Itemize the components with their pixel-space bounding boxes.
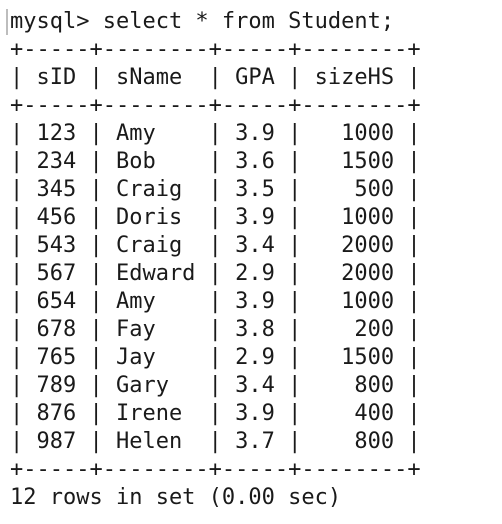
result-summary: 12 rows in set (0.00 sec) bbox=[10, 485, 342, 510]
table-row: | 765 | Jay | 2.9 | 1500 | bbox=[10, 345, 421, 370]
table-row: | 654 | Amy | 3.9 | 1000 | bbox=[10, 289, 421, 314]
table-border-bottom: +-----+--------+-----+--------+ bbox=[10, 457, 421, 482]
table-row: | 789 | Gary | 3.4 | 800 | bbox=[10, 373, 421, 398]
table-row: | 456 | Doris | 3.9 | 1000 | bbox=[10, 205, 421, 230]
mysql-prompt: mysql> bbox=[10, 9, 103, 34]
table-border-top: +-----+--------+-----+--------+ bbox=[10, 37, 421, 62]
table-row: | 123 | Amy | 3.9 | 1000 | bbox=[10, 121, 421, 146]
terminal-left-edge-marker bbox=[6, 9, 8, 35]
table-row: | 567 | Edward | 2.9 | 2000 | bbox=[10, 261, 421, 286]
command-line: mysql> select * from Student; bbox=[10, 8, 394, 36]
table-row: | 987 | Helen | 3.7 | 800 | bbox=[10, 429, 421, 454]
table-border-header: +-----+--------+-----+--------+ bbox=[10, 93, 421, 118]
table-row: | 345 | Craig | 3.5 | 500 | bbox=[10, 177, 421, 202]
table-row: | 543 | Craig | 3.4 | 2000 | bbox=[10, 233, 421, 258]
table-row: | 876 | Irene | 3.9 | 400 | bbox=[10, 401, 421, 426]
table-row: | 678 | Fay | 3.8 | 200 | bbox=[10, 317, 421, 342]
table-row: | 234 | Bob | 3.6 | 1500 | bbox=[10, 149, 421, 174]
sql-command: select * from Student; bbox=[102, 9, 395, 34]
table-header-row: | sID | sName | GPA | sizeHS | bbox=[10, 65, 421, 90]
